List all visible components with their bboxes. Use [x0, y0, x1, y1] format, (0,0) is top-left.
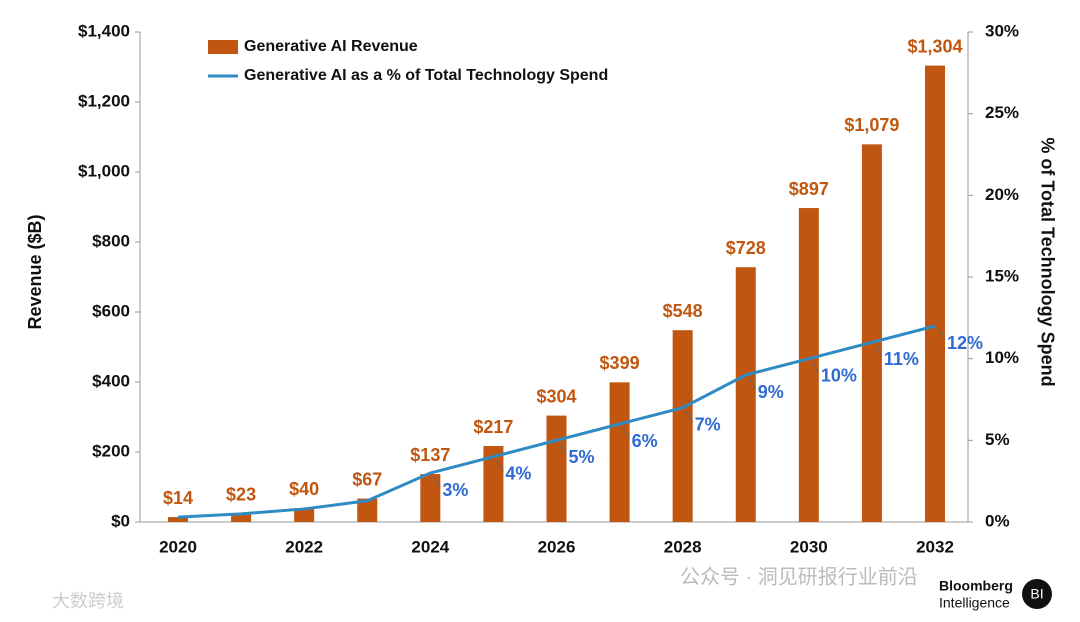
bar [231, 513, 252, 522]
y2-tick-label: 15% [985, 266, 1019, 285]
line-value-label: 6% [632, 431, 658, 451]
bar-value-label: $728 [726, 238, 766, 258]
bar [861, 144, 882, 522]
legend-swatch [208, 40, 238, 54]
bar [609, 382, 630, 522]
y-tick-label: $1,400 [78, 21, 130, 40]
label-leader [685, 410, 694, 422]
label-leader [937, 328, 946, 341]
line-value-label: 7% [695, 414, 721, 434]
y-tick-label: $1,200 [78, 91, 130, 110]
x-tick-label: 2024 [411, 537, 449, 556]
label-leader [811, 361, 820, 373]
bar-value-label: $897 [789, 179, 829, 199]
logo: BI [1030, 586, 1043, 602]
label-leader [748, 377, 757, 390]
bar-value-label: $548 [663, 301, 703, 321]
y2-tick-label: 0% [985, 511, 1010, 530]
line-value-label: 3% [442, 480, 468, 500]
y2-tick-label: 30% [985, 21, 1019, 40]
x-tick-label: 2028 [664, 537, 702, 556]
bar-value-label: $23 [226, 485, 256, 505]
bar [735, 267, 756, 522]
line-value-label: 9% [758, 382, 784, 402]
line-value-label: 12% [947, 333, 983, 353]
bar [168, 517, 188, 522]
label-leader [622, 426, 631, 439]
legend-label: Generative AI as a % of Total Technology… [244, 67, 608, 84]
x-tick-label: 2030 [790, 537, 828, 556]
bar [546, 415, 567, 522]
label-leader [432, 475, 441, 488]
bar-value-label: $304 [536, 386, 576, 406]
y2-tick-label: 25% [985, 103, 1019, 122]
bar [420, 474, 441, 522]
line-value-label: 5% [569, 447, 595, 467]
source-line: Intelligence [939, 595, 1010, 611]
bar-value-label: $399 [600, 353, 640, 373]
y2-tick-label: 20% [985, 185, 1019, 204]
label-leader [495, 459, 504, 471]
y2-tick-label: 10% [985, 348, 1019, 367]
bar [798, 208, 819, 523]
bar [925, 65, 945, 522]
line-value-label: 11% [884, 349, 919, 369]
x-tick-label: 2020 [159, 537, 197, 556]
y-tick-label: $200 [92, 441, 130, 460]
y-tick-label: $800 [92, 231, 130, 250]
bar-value-label: $14 [163, 488, 193, 508]
x-tick-label: 2032 [916, 537, 954, 556]
watermark: 大数跨境 [52, 591, 124, 611]
y-axis-title: Revenue ($B) [25, 214, 45, 329]
source-line: Bloomberg [939, 578, 1013, 594]
y-tick-label: $1,000 [78, 161, 130, 180]
y-tick-label: $0 [111, 511, 130, 530]
y2-tick-label: 5% [985, 430, 1010, 449]
y-tick-label: $400 [92, 371, 130, 390]
bar-value-label: $1,304 [907, 36, 962, 56]
bar [357, 498, 378, 522]
bar [483, 446, 504, 522]
bar-value-label: $217 [473, 417, 513, 437]
label-leader [874, 345, 883, 357]
watermark: 公众号 · 洞见研报行业前沿 [680, 565, 918, 588]
bar-value-label: $137 [410, 445, 450, 465]
line-value-label: 10% [821, 365, 857, 385]
x-tick-label: 2026 [538, 537, 576, 556]
y2-axis-title: % of Total Technology Spend [1037, 137, 1057, 386]
bar-value-label: $1,079 [844, 115, 899, 135]
logo-circle [1022, 579, 1052, 609]
line [177, 324, 936, 519]
x-tick-label: 2022 [285, 537, 323, 556]
legend-label: Generative AI Revenue [244, 38, 418, 55]
bar-value-label: $40 [289, 479, 319, 499]
y-tick-label: $600 [92, 301, 130, 320]
line-value-label: 4% [505, 463, 531, 483]
label-leader [559, 443, 567, 455]
bar [672, 330, 693, 522]
bar [294, 508, 315, 522]
bar-value-label: $67 [352, 469, 382, 489]
